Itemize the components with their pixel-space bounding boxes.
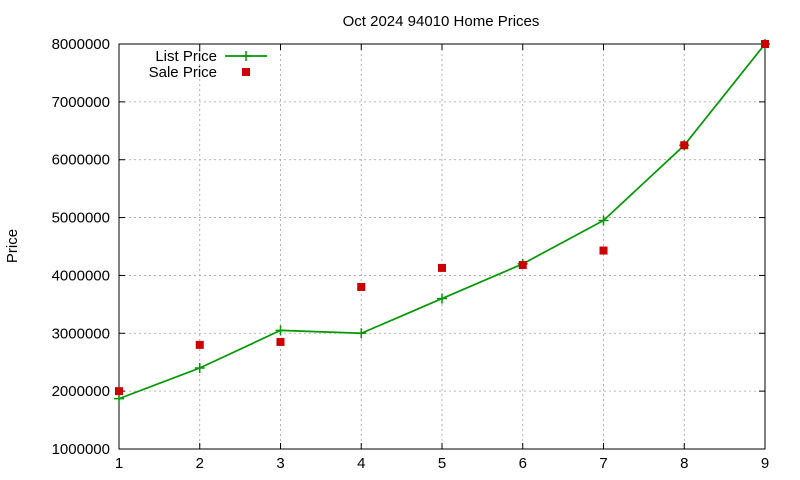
- y-tick-label: 2000000: [52, 383, 110, 400]
- list-price-point: [114, 393, 124, 404]
- sale-price-point: [518, 261, 527, 270]
- y-tick-label: 4000000: [52, 267, 110, 284]
- legend-label: Sale Price: [149, 64, 217, 81]
- sale-price-point: [195, 340, 204, 349]
- list-price-point: [356, 328, 367, 339]
- x-tick-label: 6: [519, 455, 527, 472]
- list-price-point: [598, 215, 609, 226]
- chart-title: Oct 2024 94010 Home Prices: [343, 13, 540, 30]
- legend-marker: [241, 51, 251, 61]
- sale-price-point: [438, 263, 446, 272]
- legend-marker: [242, 68, 250, 76]
- x-tick-label: 8: [680, 455, 688, 472]
- series-layer: [114, 39, 770, 404]
- y-tick-label: 1000000: [52, 441, 110, 458]
- x-tick-label: 9: [761, 455, 769, 472]
- sale-price-point: [115, 387, 123, 396]
- y-axis-label: Price: [4, 229, 21, 263]
- sale-price-point: [276, 337, 285, 346]
- legend-entry-list-price: List Price: [155, 48, 267, 65]
- y-tick-label: 5000000: [52, 210, 110, 227]
- y-tick-label: 7000000: [52, 94, 110, 111]
- list-price-point: [275, 325, 286, 336]
- series-sale-price: [115, 40, 769, 396]
- x-tick-label: 5: [438, 455, 446, 472]
- x-tick-label: 3: [276, 455, 284, 472]
- sale-price-point: [680, 141, 689, 150]
- axis-layer: 1 2 3 4 5 6 7 8 9 1000000 2000000 3000000 4000000 500…: [52, 36, 770, 472]
- sale-price-point: [357, 283, 366, 291]
- x-tick-label: 7: [599, 455, 607, 472]
- y-tick-label: 3000000: [52, 325, 110, 342]
- grid-layer: [119, 44, 765, 449]
- x-tick-label: 4: [357, 455, 365, 472]
- y-tick-label: 8000000: [52, 36, 110, 53]
- sale-price-point: [761, 40, 769, 48]
- list-price-point: [437, 293, 447, 304]
- sale-price-point: [599, 246, 608, 255]
- legend-label: List Price: [155, 48, 217, 65]
- x-tick-label: 2: [196, 455, 204, 472]
- legend-entry-sale-price: Sale Price: [149, 64, 250, 81]
- x-tick-label: 1: [115, 455, 123, 472]
- y-tick-label: 6000000: [52, 152, 110, 169]
- list-price-point: [194, 363, 205, 373]
- series-list-price: [114, 39, 770, 404]
